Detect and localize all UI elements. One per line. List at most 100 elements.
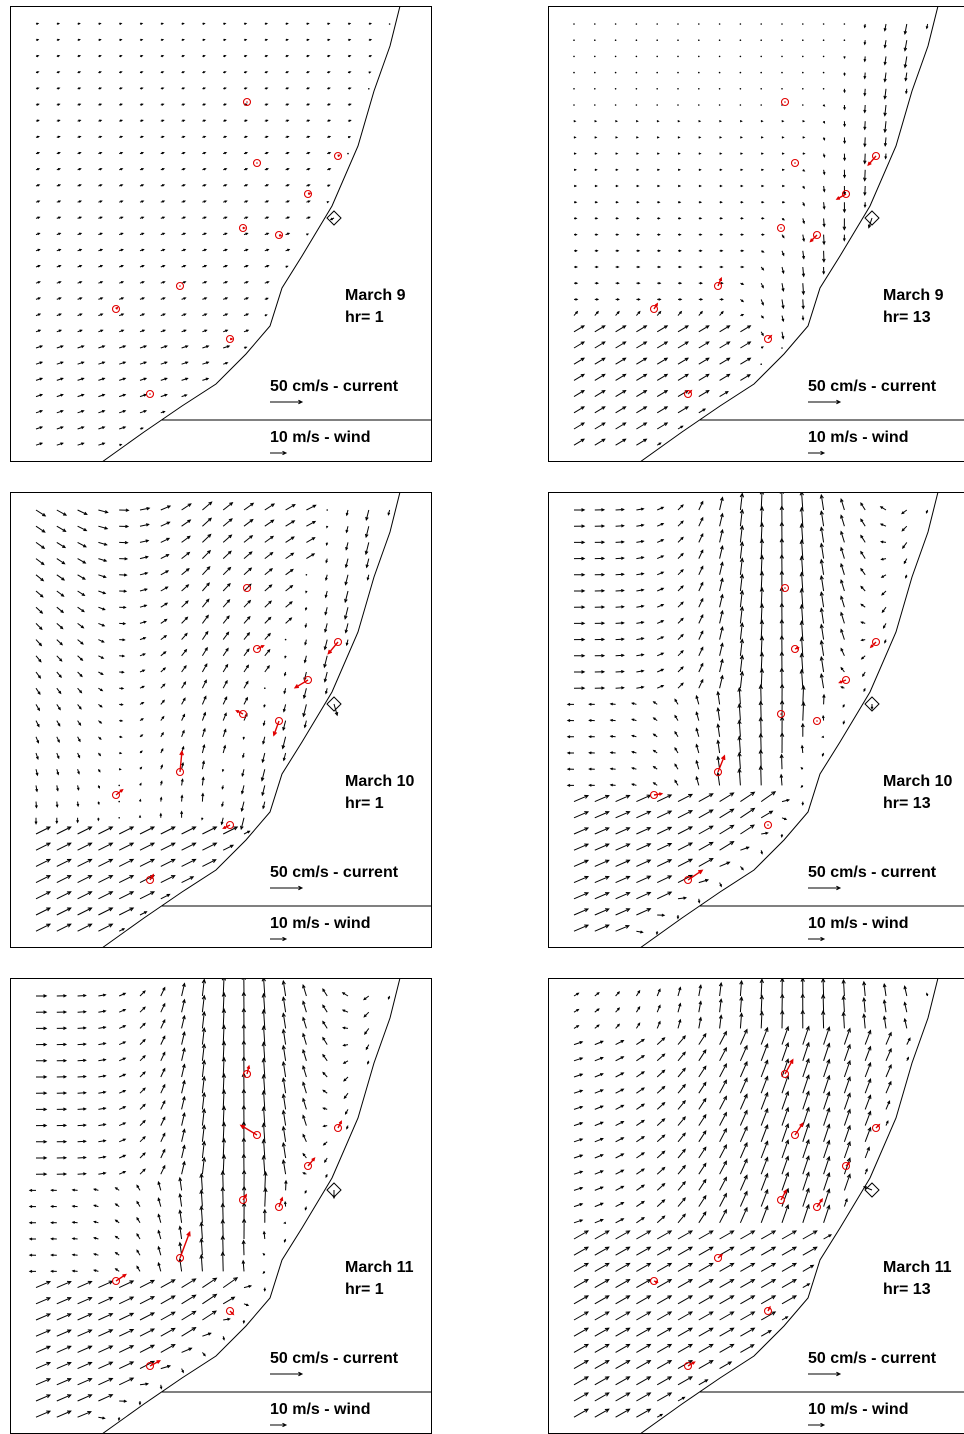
model-current-vector (574, 638, 584, 641)
model-current-vector (202, 217, 205, 219)
model-current-vector (656, 72, 658, 74)
model-current-vector (595, 925, 609, 931)
model-current-vector (286, 120, 289, 122)
model-current-vector (803, 1124, 809, 1142)
model-current-vector (657, 443, 661, 445)
model-current-vector (844, 1174, 850, 1190)
model-current-vector (98, 510, 107, 513)
model-current-vector (678, 570, 683, 575)
model-current-vector (636, 828, 650, 834)
model-current-vector (657, 1231, 671, 1239)
model-current-vector (78, 72, 80, 74)
model-current-vector (160, 814, 162, 818)
model-current-vector (657, 827, 671, 834)
model-current-vector (699, 1082, 706, 1093)
model-current-vector (223, 1278, 237, 1288)
model-current-vector (265, 169, 268, 171)
model-current-vector (678, 897, 686, 899)
model-current-vector (36, 656, 41, 662)
model-current-vector (36, 152, 39, 154)
model-current-vector (36, 330, 40, 332)
model-current-vector (906, 575, 908, 578)
model-current-vector (595, 525, 604, 527)
model-current-vector (574, 326, 584, 332)
model-current-vector (327, 152, 330, 154)
model-current-vector (678, 1214, 685, 1223)
model-current-vector (740, 1296, 754, 1304)
current-scale-label: 50 cm/s - current (808, 1350, 937, 1367)
model-current-vector (140, 1040, 145, 1045)
model-current-vector (574, 606, 584, 609)
model-current-vector (820, 560, 823, 575)
model-current-vector (636, 407, 646, 413)
model-current-vector (222, 785, 224, 788)
model-current-vector (283, 721, 286, 730)
model-current-vector (223, 217, 226, 219)
model-current-vector (223, 632, 228, 639)
model-current-vector (36, 785, 38, 791)
model-current-vector (305, 1190, 306, 1192)
model-current-vector (803, 1091, 809, 1109)
model-current-vector (306, 88, 309, 90)
model-current-vector (740, 137, 742, 138)
model-current-vector (657, 185, 659, 187)
model-current-vector (36, 737, 39, 743)
model-current-vector (57, 843, 71, 850)
model-current-vector (656, 56, 658, 58)
model-current-vector (657, 342, 667, 348)
model-current-vector (140, 556, 148, 558)
model-current-vector (657, 201, 659, 203)
model-current-vector (57, 217, 60, 219)
model-current-vector (57, 995, 66, 997)
vector-plot: March 10 hr= 1 50 cm/s - current 10 m/s … (10, 492, 432, 948)
model-current-vector (51, 1270, 56, 1272)
model-current-vector (616, 218, 618, 220)
model-current-vector (699, 615, 703, 623)
model-current-vector (802, 283, 805, 294)
model-current-vector (36, 769, 38, 775)
model-current-vector (265, 282, 269, 284)
model-current-vector (262, 1075, 265, 1093)
model-current-vector (140, 201, 143, 203)
model-current-vector (760, 979, 763, 996)
model-current-vector (699, 879, 708, 882)
model-current-vector (657, 1296, 671, 1304)
model-current-vector (140, 169, 143, 171)
observed-current-vector (768, 336, 771, 339)
model-current-vector (182, 152, 185, 154)
model-current-vector (327, 120, 330, 122)
model-current-vector (824, 1076, 830, 1093)
model-current-vector (161, 55, 163, 57)
model-current-vector (182, 314, 186, 316)
model-current-vector (616, 326, 626, 332)
model-current-vector (36, 876, 50, 883)
model-current-vector (740, 250, 743, 252)
model-current-vector (574, 1042, 582, 1045)
model-current-vector (595, 1219, 603, 1222)
model-current-vector (285, 1181, 288, 1190)
model-current-vector (221, 1252, 224, 1271)
model-current-vector (720, 326, 730, 332)
wind-scale-arrow (270, 451, 286, 454)
model-current-vector (902, 526, 907, 531)
model-current-vector (223, 152, 226, 154)
model-current-vector (574, 234, 577, 236)
model-current-vector (78, 591, 85, 595)
model-current-vector (802, 56, 804, 58)
model-current-vector (286, 136, 289, 138)
model-current-vector (595, 1296, 609, 1304)
model-current-vector (223, 713, 226, 720)
model-current-vector (78, 362, 84, 364)
model-current-vector (202, 632, 207, 640)
model-current-vector (36, 23, 38, 25)
model-current-vector (244, 298, 248, 300)
model-current-vector (98, 1330, 112, 1336)
model-current-vector (761, 850, 763, 853)
model-current-vector (699, 185, 701, 187)
model-current-vector (678, 537, 683, 542)
model-current-vector (36, 362, 42, 364)
model-current-vector (699, 794, 713, 802)
model-current-vector (223, 519, 232, 526)
model-current-vector (616, 876, 630, 882)
model-current-vector (161, 684, 165, 688)
